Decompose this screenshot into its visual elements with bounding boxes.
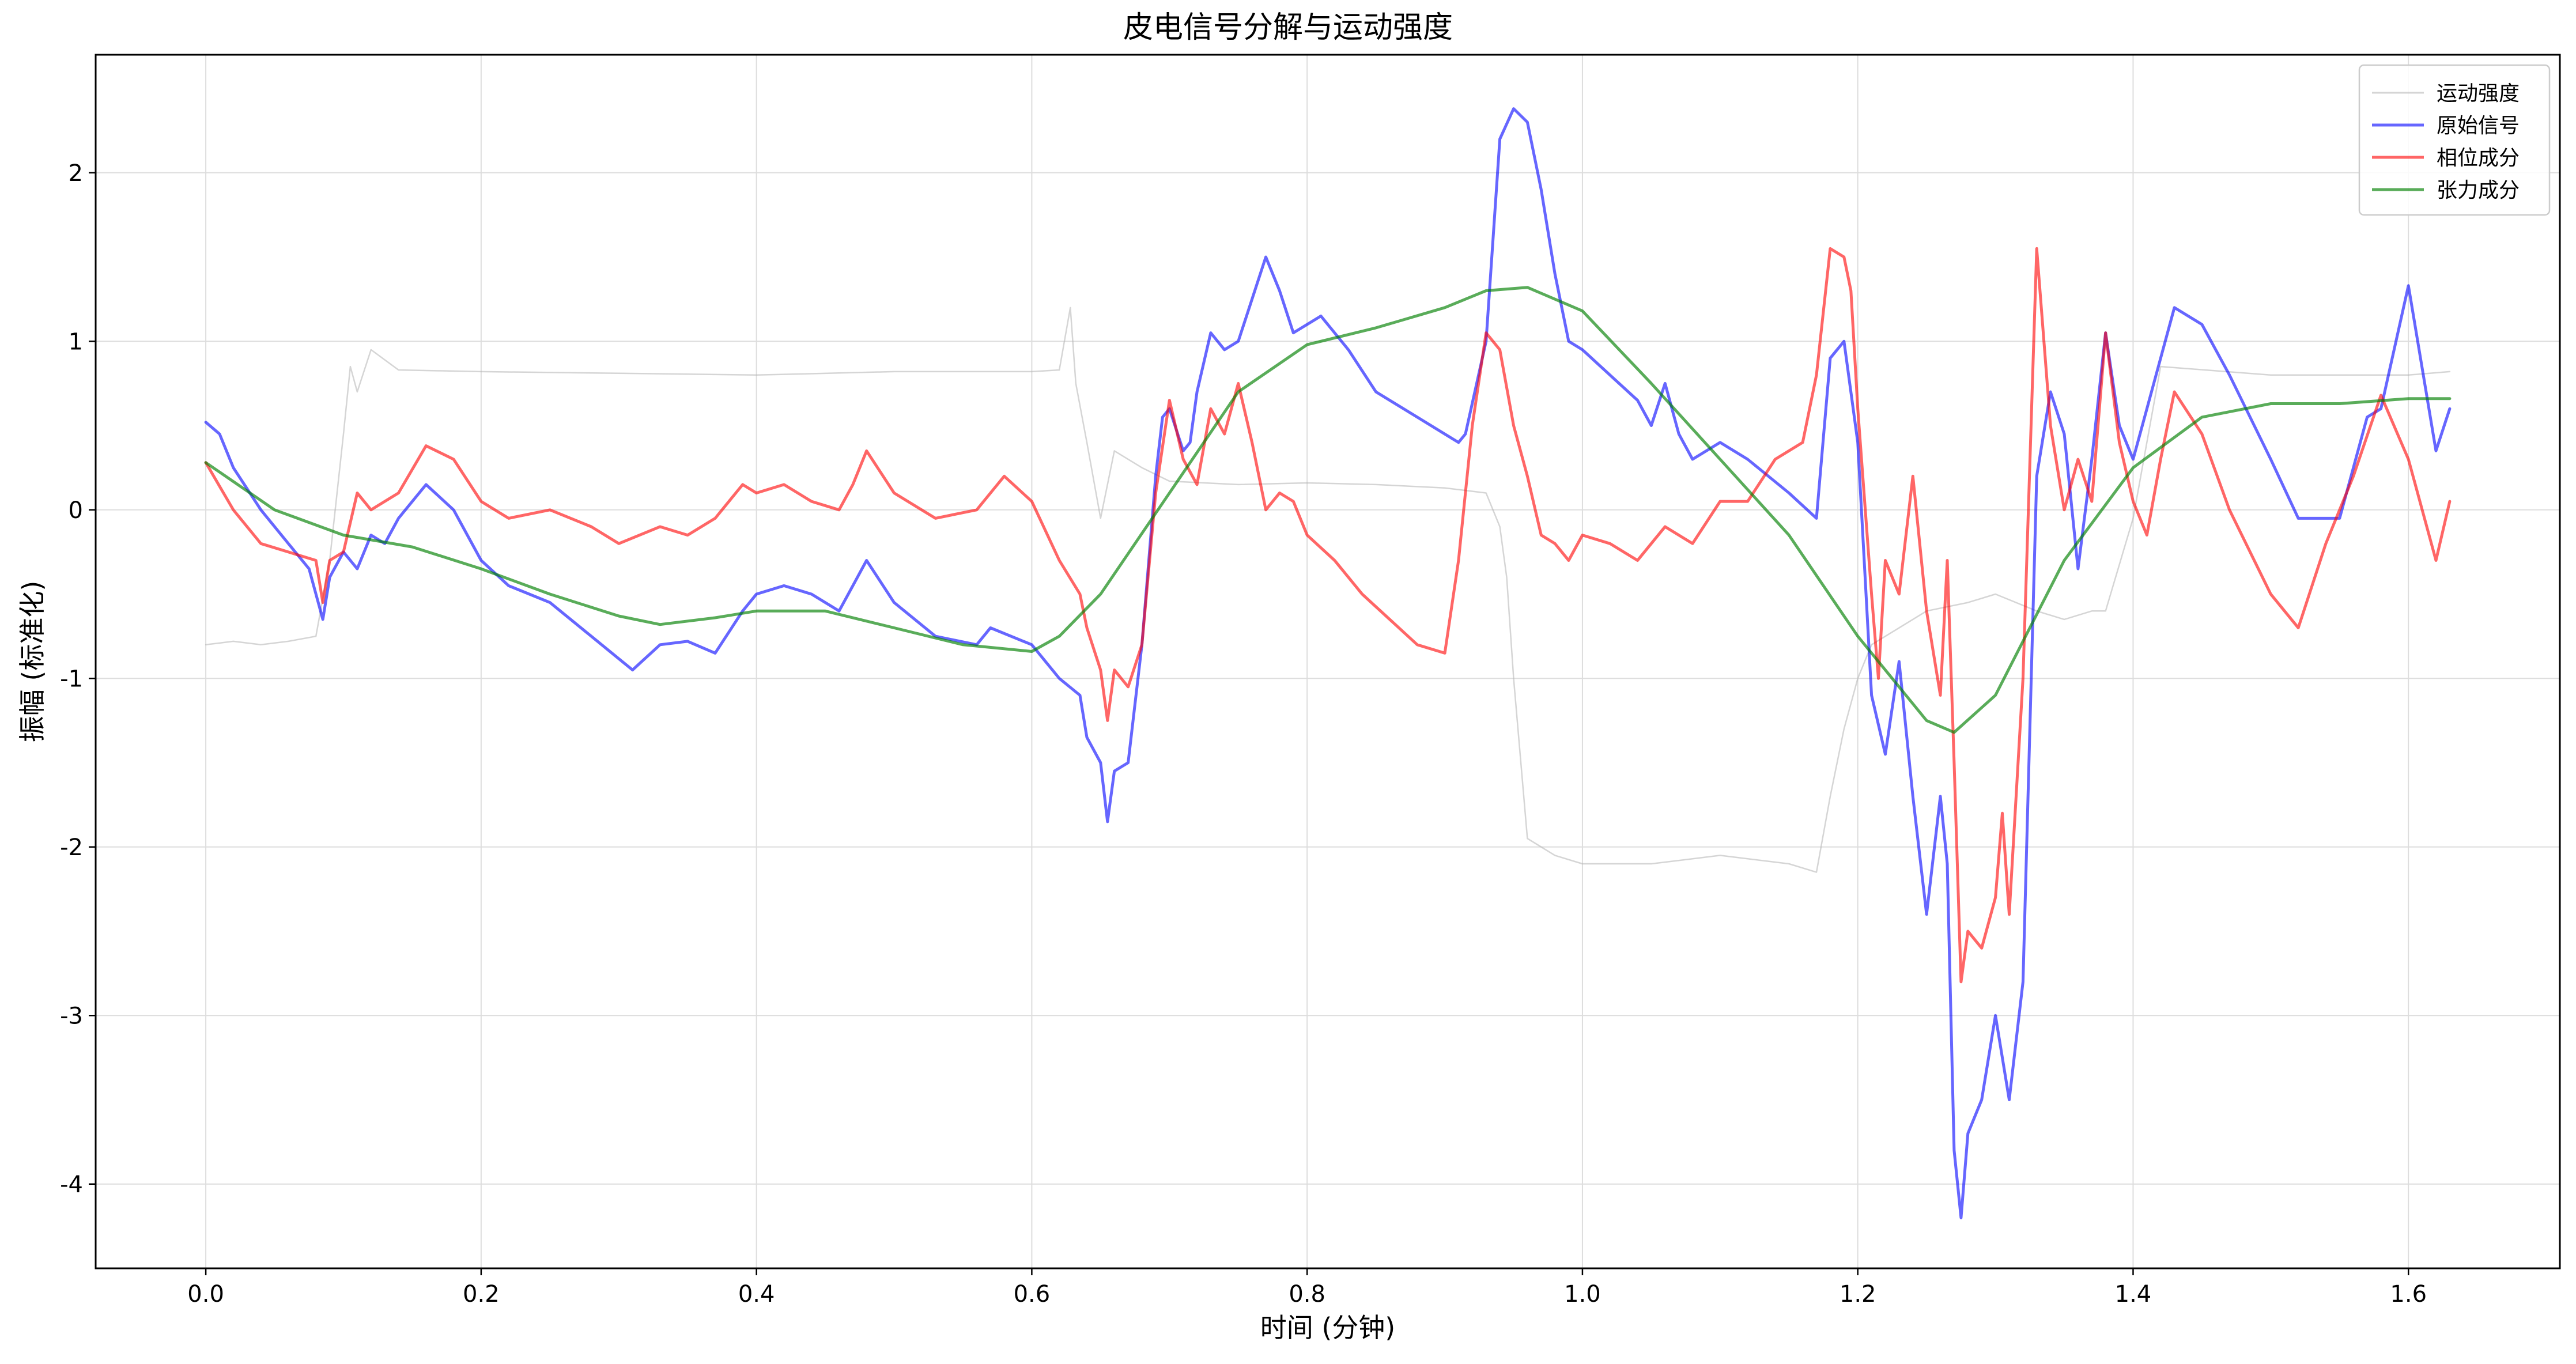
chart-title: 皮电信号分解与运动强度 xyxy=(1123,10,1453,45)
phasic-component-line xyxy=(204,247,2452,984)
legend-entry-label: 张力成分 xyxy=(2437,179,2520,202)
x-tick-label: 0.8 xyxy=(1289,1281,1325,1308)
legend-box xyxy=(2358,64,2551,216)
raw-signal-line xyxy=(204,107,2452,1219)
motion-intensity-line xyxy=(205,307,2451,873)
y-tick-label: 1 xyxy=(69,328,83,355)
y-axis-label: 振幅 (标准化) xyxy=(17,581,48,743)
plot-series xyxy=(204,107,2452,1219)
x-tick-label: 0.6 xyxy=(1014,1281,1051,1308)
x-axis-label: 时间 (分钟) xyxy=(1260,1312,1396,1343)
x-axis-ticks: 0.0 0.2 0.4 0.6 0.8 1.0 1.2 1.4 1.6 xyxy=(187,1268,2427,1308)
y-tick-label: -1 xyxy=(60,666,83,692)
y-tick-label: -3 xyxy=(60,1003,83,1029)
x-tick-label: 0.2 xyxy=(463,1281,500,1308)
legend-entry-label: 原始信号 xyxy=(2437,114,2520,138)
x-tick-label: 0.4 xyxy=(738,1281,775,1308)
grid-lines xyxy=(96,55,2560,1268)
x-tick-label: 1.0 xyxy=(1564,1281,1601,1308)
x-tick-label: 1.6 xyxy=(2390,1281,2427,1308)
x-tick-label: 1.2 xyxy=(1840,1281,1876,1308)
x-tick-label: 1.4 xyxy=(2115,1281,2152,1308)
tonic-component-line xyxy=(204,286,2452,734)
y-tick-label: 2 xyxy=(69,160,83,187)
legend-entry-label: 运动强度 xyxy=(2437,82,2520,105)
x-tick-label: 0.0 xyxy=(187,1281,224,1308)
plot-frame xyxy=(95,54,2561,1269)
y-axis-ticks: -4 -3 -2 -1 0 1 2 xyxy=(60,160,96,1198)
y-tick-label: -2 xyxy=(60,834,83,861)
y-tick-label: -4 xyxy=(60,1172,83,1198)
y-tick-label: 0 xyxy=(69,497,83,524)
legend-entry-label: 相位成分 xyxy=(2437,146,2520,170)
